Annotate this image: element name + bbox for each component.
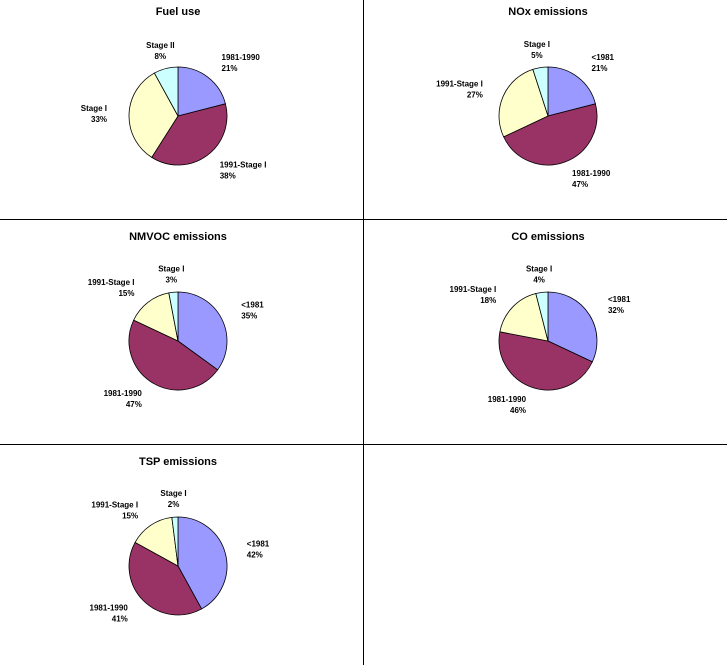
slice-label: Stage I	[160, 489, 186, 498]
slice-label: 1981-1990	[222, 53, 261, 62]
slice-label: 1991-Stage I	[91, 501, 138, 510]
slice-value-label: 42%	[247, 550, 263, 559]
pie-slice	[535, 291, 549, 342]
pie-slice	[499, 293, 549, 342]
slice-value-label: 15%	[118, 289, 134, 298]
pie-slice	[532, 66, 549, 117]
pie-slice	[547, 291, 598, 363]
slice-value-label: 41%	[112, 614, 128, 623]
pie-slice	[177, 66, 226, 117]
pie-slice	[168, 291, 179, 342]
slice-value-label: 3%	[166, 275, 178, 284]
slice-value-label: 46%	[510, 406, 526, 415]
slice-value-label: 38%	[220, 171, 236, 180]
slice-label: <1981	[592, 53, 615, 62]
chart-title: NMVOC emissions	[129, 231, 227, 243]
chart-title: NOx emissions	[508, 6, 587, 18]
pie-slice	[128, 319, 219, 391]
pie-slice	[498, 68, 549, 138]
pie-slice	[547, 66, 596, 117]
slice-value-label: 15%	[122, 512, 138, 521]
slice-value-label: 47%	[572, 180, 588, 189]
slice-label: Stage II	[146, 41, 174, 50]
slice-label: <1981	[608, 295, 631, 304]
slice-value-label: 8%	[155, 52, 167, 61]
slice-value-label: 18%	[480, 296, 496, 305]
chart-title: CO emissions	[511, 231, 584, 243]
slice-label: <1981	[247, 539, 270, 548]
slice-value-label: 21%	[222, 64, 238, 73]
slice-value-label: 27%	[467, 91, 483, 100]
slice-label: 1981-1990	[104, 389, 143, 398]
pie-slice	[503, 103, 598, 166]
slice-value-label: 33%	[91, 115, 107, 124]
pie-slice	[128, 541, 203, 616]
slice-label: Stage I	[158, 264, 184, 273]
slice-label: 1991-Stage I	[88, 278, 135, 287]
slice-label: <1981	[241, 301, 264, 310]
pie-slice	[171, 516, 179, 567]
pie-slice	[153, 66, 179, 117]
slice-label: 1991-Stage I	[450, 285, 497, 294]
pie-slice	[498, 331, 593, 391]
slice-value-label: 2%	[168, 500, 180, 509]
slice-value-label: 32%	[608, 306, 624, 315]
pie-slice	[177, 291, 228, 371]
slice-value-label: 47%	[126, 400, 142, 409]
pie-slice	[177, 516, 228, 610]
slice-label: 1981-1990	[572, 169, 611, 178]
slice-label: 1981-1990	[90, 603, 129, 612]
pie-slice	[151, 103, 228, 166]
slice-label: 1991-Stage I	[220, 160, 267, 169]
chart-title: Fuel use	[156, 6, 201, 18]
chart-title: TSP emissions	[139, 456, 217, 468]
slice-label: Stage I	[524, 40, 550, 49]
slice-label: Stage I	[81, 104, 107, 113]
slice-value-label: 35%	[241, 312, 257, 321]
slice-label: Stage I	[526, 265, 552, 274]
slice-value-label: 4%	[533, 276, 545, 285]
slice-value-label: 21%	[592, 64, 608, 73]
slice-label: 1991-Stage I	[436, 80, 483, 89]
slice-value-label: 5%	[531, 51, 543, 60]
slice-label: 1981-1990	[488, 395, 527, 404]
